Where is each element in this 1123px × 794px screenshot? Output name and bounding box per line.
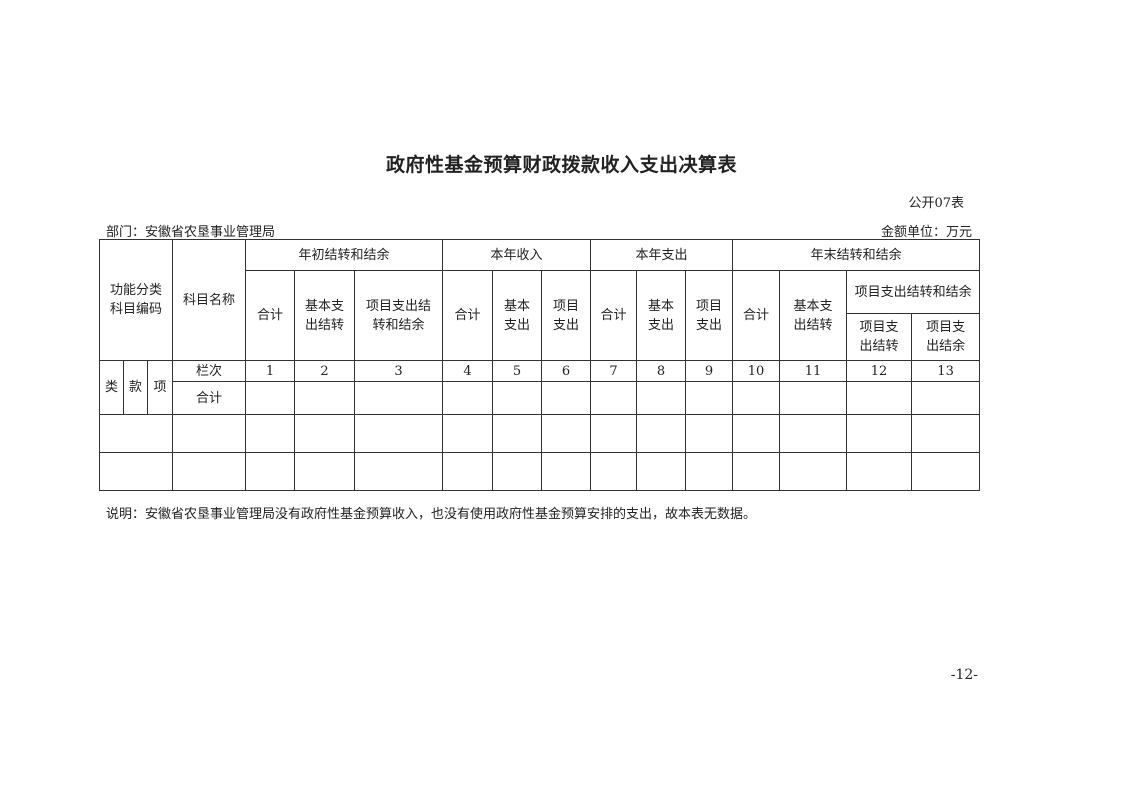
cell: [732, 452, 781, 491]
code-header: 功能分类科目编码: [98, 239, 174, 361]
cell: [732, 381, 781, 415]
cell: [732, 414, 781, 453]
sub-header: 项目支出: [541, 270, 592, 361]
cell: [846, 414, 913, 453]
cell: [541, 452, 592, 491]
code-part-category: 类: [99, 360, 124, 415]
column-number: 7: [590, 360, 638, 382]
sub-header: 项目支出: [685, 270, 734, 361]
column-number: 11: [779, 360, 848, 382]
cell: [294, 452, 356, 491]
cell: [636, 452, 687, 491]
column-number: 2: [294, 360, 356, 382]
column-number: 1: [245, 360, 296, 382]
cell: [685, 452, 734, 491]
sub-header: 基本支出结转: [294, 270, 356, 361]
sub-header: 基本支出: [636, 270, 687, 361]
code-part-item: 项: [146, 360, 174, 415]
sub-header: 项目支出结转和结余: [846, 270, 981, 314]
name-header: 科目名称: [172, 239, 247, 361]
column-number: 3: [354, 360, 444, 382]
department-label: 部门：安徽省农垦事业管理局: [106, 225, 276, 240]
cell: [172, 452, 247, 491]
column-number: 5: [492, 360, 543, 382]
sub-header: 合计: [245, 270, 296, 361]
column-row-label: 栏次: [172, 360, 247, 382]
total-row: 合计: [100, 381, 981, 415]
sub-header: 合计: [732, 270, 781, 361]
cell: [541, 414, 592, 453]
total-label: 合计: [172, 381, 247, 415]
cell: [98, 414, 174, 453]
cell: [541, 381, 592, 415]
cell: [442, 452, 494, 491]
sub-header: 基本支出: [492, 270, 543, 361]
column-number: 12: [846, 360, 913, 382]
cell: [779, 381, 848, 415]
cell: [636, 381, 687, 415]
cell: [846, 452, 913, 491]
cell: [590, 414, 638, 453]
code-part-section: 款: [123, 360, 148, 415]
group-header: 年初结转和结余: [245, 239, 444, 271]
page-number: -12-: [950, 667, 978, 683]
cell: [911, 414, 981, 453]
cell: [685, 414, 734, 453]
cell: [846, 381, 913, 415]
cell: [354, 381, 444, 415]
group-header: 本年支出: [590, 239, 734, 271]
table-row: [98, 452, 981, 491]
cell: [685, 381, 734, 415]
cell: [245, 414, 296, 453]
budget-table: 功能分类科目编码 科目名称 年初结转和结余 本年收入 本年支出 年末结转和结余 …: [98, 239, 981, 491]
cell: [442, 381, 494, 415]
cell: [636, 414, 687, 453]
cell: [172, 414, 247, 453]
cell: [779, 452, 848, 491]
sub-header: 合计: [442, 270, 494, 361]
sub-sub-header: 项目支出结余: [911, 313, 981, 361]
cell: [492, 381, 543, 415]
cell: [492, 414, 543, 453]
sub-sub-header: 项目支出结转: [846, 313, 913, 361]
cell: [294, 381, 356, 415]
sub-header: 项目支出结转和结余: [354, 270, 444, 361]
cell: [442, 414, 494, 453]
cell: [911, 381, 981, 415]
column-number: 8: [636, 360, 687, 382]
cell: [911, 452, 981, 491]
sub-header: 合计: [590, 270, 638, 361]
column-number: 13: [911, 360, 981, 382]
cell: [98, 452, 174, 491]
group-header: 本年收入: [442, 239, 592, 271]
column-number: 9: [685, 360, 734, 382]
table-row: [98, 414, 981, 453]
sub-header: 基本支出结转: [779, 270, 848, 361]
cell: [294, 414, 356, 453]
cell: [779, 414, 848, 453]
cell: [245, 381, 296, 415]
group-header: 年末结转和结余: [732, 239, 981, 271]
cell: [590, 452, 638, 491]
page-title: 政府性基金预算财政拨款收入支出决算表: [385, 154, 737, 176]
note: 说明：安徽省农垦事业管理局没有政府性基金预算收入，也没有使用政府性基金预算安排的…: [106, 507, 757, 522]
cell: [492, 452, 543, 491]
form-number: 公开07表: [908, 196, 964, 211]
column-number: 6: [541, 360, 592, 382]
cell: [245, 452, 296, 491]
column-number: 10: [732, 360, 781, 382]
unit-label: 金额单位：万元: [880, 225, 972, 240]
cell: [354, 414, 444, 453]
column-number: 4: [442, 360, 494, 382]
cell: [354, 452, 444, 491]
cell: [590, 381, 638, 415]
